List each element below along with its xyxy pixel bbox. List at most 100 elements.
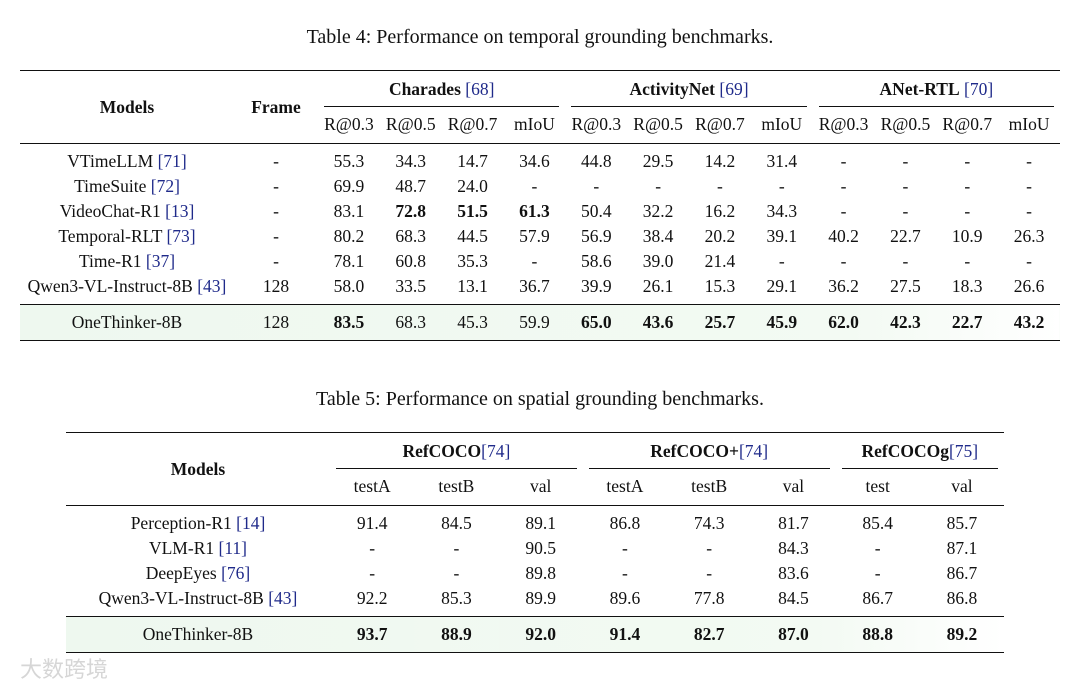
metric-header: R@0.3 [571,114,622,135]
table-cell: - [1026,201,1032,221]
table-cell: - [531,251,538,271]
table-cell: 55.3 [333,151,365,171]
table-cell: 69.9 [333,176,365,196]
table-cell: 93.7 [356,624,388,644]
table-cell: 14.7 [457,151,488,171]
group-header: Charades [68] [318,71,565,107]
table-cell: 91.4 [356,513,388,533]
table-cell: 81.7 [778,513,809,533]
table-row: VLM-R1 [11] - - 90.5 - - 84.3 - 87.1 [66,536,1004,561]
citation: [74] [481,440,511,461]
table-cell: - [655,176,662,196]
table-cell: 56.9 [580,226,612,246]
table-cell: - [902,201,909,221]
table-cell: - [621,563,628,583]
model-name: VLM-R1 [148,538,215,558]
table-cell: - [706,538,713,558]
table-cell: - [621,538,628,558]
table-row: Temporal-RLT [73] - 80.2 68.3 44.5 57.9 56.9 38… [20,224,1060,249]
table-cell: 39.9 [580,276,612,296]
metric-header: R@0.3 [818,114,869,135]
table-cell: - [874,563,881,583]
table-cell: 85.7 [946,513,978,533]
group-rule: ActivityNet [69] [571,78,807,107]
table-cell: 43.2 [1013,312,1045,332]
metric-header: R@0.7 [447,114,498,135]
table-cell: 27.5 [890,276,921,296]
table-cell: 25.7 [704,312,736,332]
table-cell: - [1026,251,1032,271]
table-cell: - [1026,176,1032,196]
group-name: ActivityNet [629,78,716,99]
table-cell: 128 [262,312,290,332]
table-cell: 84.5 [778,588,809,608]
model-cell: Perception-R1 [14] [66,511,330,536]
table-cell: 74.3 [693,513,725,533]
table-cell: 91.4 [609,624,641,644]
table-cell: - [273,151,279,171]
metric-header: val [529,476,552,497]
model-cell: TimeSuite [72] [20,174,234,199]
citation: [71] [157,151,187,171]
group-rule: RefCOCO[74] [336,441,577,469]
citation: [14] [236,513,266,533]
table-cell: - [840,251,847,271]
table-cell: 34.3 [766,201,798,221]
table-cell: 26.3 [1013,226,1045,246]
table-cell: - [902,251,909,271]
table-cell: 68.3 [395,226,427,246]
citation: [76] [221,563,251,583]
table-cell: 87.0 [778,624,809,644]
table-cell: 34.6 [519,151,550,171]
highlight-row: OneThinker-8B 128 83.5 68.3 45.3 59.9 65.0 43.6… [20,304,1061,341]
table-cell: 92.0 [525,624,556,644]
table-cell: 83.5 [333,312,365,332]
metric-header: R@0.5 [385,114,436,135]
table-cell: 88.9 [441,624,472,644]
table-cell: 86.8 [946,588,978,608]
table-cell: 13.1 [457,276,488,296]
table-cell: 85.4 [862,513,893,533]
table-cell: 84.3 [778,538,809,558]
group-rule: RefCOCO+[74] [588,440,830,469]
citation: [43] [268,588,298,608]
table-cell: 44.5 [457,226,488,246]
header-row: testA testB val testA testB val test val [66,469,1005,506]
table-cell: - [1026,151,1032,171]
group-name: ANet-RTL [879,78,960,99]
citation: [68] [465,78,495,99]
table-cell: 29.1 [766,276,798,296]
table-cell: 86.8 [609,513,641,533]
table-cell: 34.3 [395,151,427,171]
header-row: R@0.3 R@0.5 R@0.7 mIoU R@0.3 R@0.5 R@0.7 mIoU R@… [20,107,1061,144]
metric-header: R@0.5 [880,114,931,135]
citation: [43] [197,276,227,296]
table-cell: 15.3 [704,276,736,296]
metric-header: testA [606,476,644,497]
table-cell: - [840,151,847,171]
citation: [73] [166,226,196,246]
table-title: Table 5: Performance on spatial groundin… [316,388,764,410]
metric-header: mIoU [1008,114,1050,135]
model-cell: VTimeLLM [71] [20,149,234,174]
table-cell: 57.9 [519,226,550,246]
metric-header: val [951,476,973,497]
group-header: RefCOCO+[74] [583,433,836,469]
table-cell: 84.5 [441,513,472,533]
table-cell: 39.0 [642,251,674,271]
table-cell: 33.5 [395,276,427,296]
table-cell: - [273,251,279,271]
table-cell: 36.2 [828,276,859,296]
table-cell: 80.2 [333,226,365,246]
table-cell: - [840,176,847,196]
table-cell: 89.9 [525,588,556,608]
table-cell: - [273,226,279,246]
model-name: DeepEyes [145,563,217,583]
group-name: RefCOCO+ [650,440,739,461]
table-cell: 87.1 [946,538,978,558]
metric-header: test [865,476,890,497]
model-name: VideoChat-R1 [59,201,161,221]
table-cell: 50.4 [580,201,612,221]
table-cell: 51.5 [457,201,488,221]
model-cell: DeepEyes [76] [66,561,330,586]
